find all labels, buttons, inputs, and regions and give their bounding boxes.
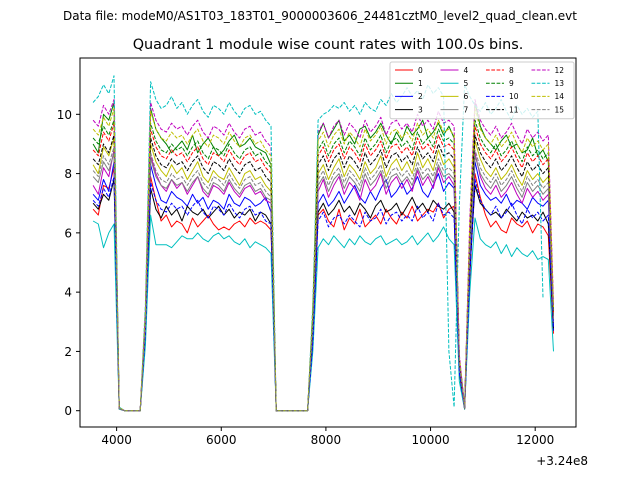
x-tick-label: 10000 [411, 433, 449, 447]
chart-title: Quadrant 1 module wise count rates with … [133, 37, 524, 53]
legend-label-1: 1 [418, 79, 423, 88]
x-tick-label: 8000 [311, 433, 342, 447]
legend-label-8: 8 [509, 66, 514, 75]
series-line-15 [92, 146, 554, 412]
legend-label-15: 15 [555, 105, 565, 114]
y-tick-label: 0 [64, 404, 72, 418]
legend-label-14: 14 [555, 92, 565, 101]
legend-label-2: 2 [418, 92, 423, 101]
legend-label-0: 0 [418, 66, 423, 75]
series-line-5 [92, 214, 554, 412]
y-tick-label: 10 [57, 108, 72, 122]
series-line-11 [92, 134, 554, 412]
legend-label-9: 9 [509, 79, 514, 88]
x-tick-label: 12000 [516, 433, 554, 447]
series-line-10 [92, 176, 554, 412]
legend-label-7: 7 [464, 105, 469, 114]
legend-label-10: 10 [509, 92, 519, 101]
y-tick-label: 4 [64, 286, 72, 300]
x-axis-offset-label: +3.24e8 [536, 454, 588, 468]
y-tick-label: 8 [64, 167, 72, 181]
figure-suptitle: Data file: modeM0/AS1T03_183T01_90000036… [63, 9, 577, 23]
series-line-3 [92, 179, 554, 412]
x-tick-label: 4000 [101, 433, 132, 447]
series-line-0 [92, 167, 554, 412]
y-axis: 0 2 4 6 8 10 [57, 108, 80, 418]
legend-label-6: 6 [464, 92, 469, 101]
series-line-7 [92, 152, 554, 412]
x-tick-label: 6000 [206, 433, 237, 447]
legend-label-5: 5 [464, 79, 469, 88]
legend-label-13: 13 [555, 79, 565, 88]
series-line-9 [92, 119, 554, 412]
legend-label-3: 3 [418, 105, 423, 114]
legend-box [389, 61, 575, 120]
series-line-2 [92, 161, 554, 412]
y-tick-label: 6 [64, 226, 72, 240]
y-tick-label: 2 [64, 345, 72, 359]
legend-label-4: 4 [464, 66, 469, 75]
legend-label-11: 11 [509, 105, 519, 114]
series-layer [92, 75, 554, 412]
series-line-8 [92, 122, 554, 412]
x-axis: 4000 6000 8000 10000 12000 [101, 427, 554, 447]
axes-frame [79, 57, 577, 428]
legend-label-12: 12 [555, 66, 565, 75]
series-line-6 [92, 137, 554, 412]
